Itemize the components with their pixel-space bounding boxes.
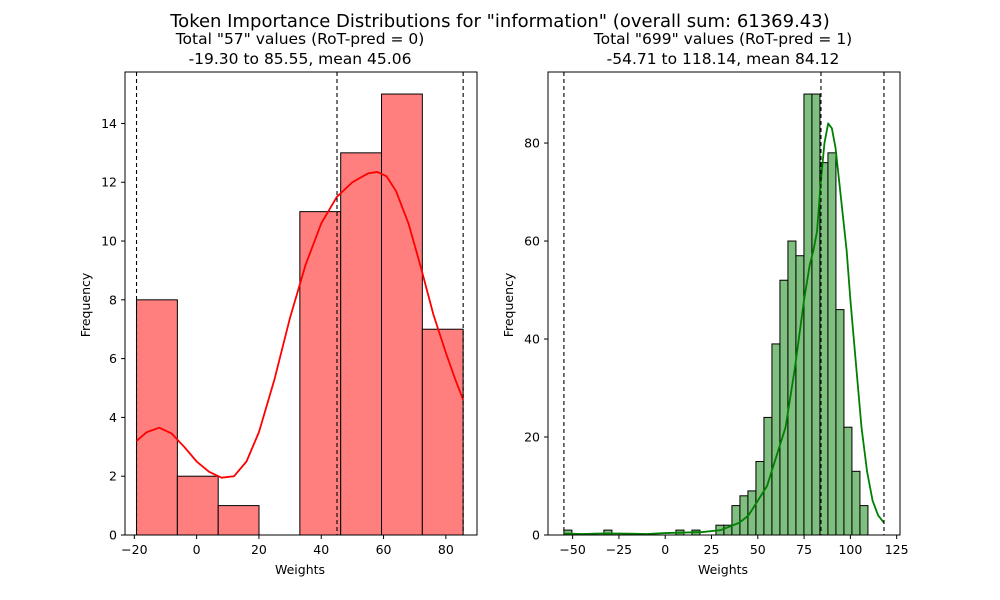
left-histogram-bar — [299, 211, 342, 536]
right-kde-line — [563, 122, 885, 535]
right-y-axis-label: Frequency — [501, 272, 516, 337]
right-x-tick-label: 125 — [885, 542, 909, 557]
left-histogram-panel: Total "57" values (RoT-pred = 0) -19.30 … — [78, 30, 478, 577]
left-y-tick-label: 14 — [101, 116, 117, 131]
right-histogram-bar — [795, 255, 805, 536]
right-histogram-bar — [827, 152, 837, 536]
left-x-tick-label: −20 — [121, 542, 147, 557]
left-y-tick-label: 10 — [101, 234, 117, 249]
right-histogram-bar — [851, 470, 861, 536]
right-histogram-bar — [731, 505, 741, 536]
right-y-tick-label: 80 — [524, 136, 540, 151]
left-chart-title-line1: Total "57" values (RoT-pred = 0) — [175, 30, 425, 48]
right-histogram-bar — [835, 309, 845, 536]
left-y-tick-label: 4 — [109, 410, 117, 425]
right-x-tick-label: −50 — [559, 542, 585, 557]
right-x-axis-label: Weights — [698, 562, 748, 577]
left-histogram-bar — [176, 475, 219, 536]
right-histogram-bar — [859, 505, 869, 536]
left-bars — [136, 93, 464, 536]
right-y-tick-label: 60 — [524, 234, 540, 249]
right-histogram-bar — [771, 343, 781, 536]
right-chart-title-line1: Total "699" values (RoT-pred = 1) — [593, 30, 852, 48]
right-histogram-bar — [803, 93, 813, 536]
left-histogram-bar — [340, 152, 383, 536]
left-x-tick-label: 80 — [438, 542, 454, 557]
right-histogram-bar — [739, 495, 749, 536]
left-x-tick-label: 20 — [251, 542, 267, 557]
left-x-axis-label: Weights — [275, 562, 325, 577]
right-y-tick-label: 20 — [524, 430, 540, 445]
left-y-tick-label: 12 — [101, 175, 117, 190]
right-chart-title-line2: -54.71 to 118.14, mean 84.12 — [607, 50, 840, 68]
left-histogram-bar — [136, 299, 178, 536]
left-chart-title-line2: -19.30 to 85.55, mean 45.06 — [189, 50, 412, 68]
left-x-tick-label: 40 — [313, 542, 329, 557]
right-histogram-bar — [779, 279, 789, 536]
right-y-tick-label: 40 — [524, 332, 540, 347]
left-histogram-bar — [217, 505, 260, 536]
left-y-tick-label: 0 — [109, 528, 117, 543]
right-histogram-bar — [811, 93, 821, 536]
left-y-tick-label: 8 — [109, 292, 117, 307]
left-y-tick-label: 6 — [109, 351, 117, 366]
right-y-tick-label: 0 — [532, 528, 540, 543]
left-x-tick-label: 60 — [376, 542, 392, 557]
right-x-tick-label: −25 — [606, 542, 632, 557]
right-x-tick-label: 75 — [796, 542, 812, 557]
right-x-tick-label: 25 — [704, 542, 720, 557]
right-histogram-panel: Total "699" values (RoT-pred = 1) -54.71… — [501, 30, 909, 577]
right-axes-frame — [547, 71, 901, 536]
right-histogram-bar — [843, 426, 853, 536]
left-y-tick-label: 2 — [109, 469, 117, 484]
figure-title: Token Importance Distributions for "info… — [169, 11, 830, 32]
right-x-tick-label: 50 — [750, 542, 766, 557]
left-x-tick-label: 0 — [193, 542, 201, 557]
left-kde-line — [135, 171, 464, 479]
right-x-tick-label: 0 — [661, 542, 669, 557]
right-x-tick-label: 100 — [838, 542, 862, 557]
left-histogram-bar — [421, 328, 464, 536]
left-y-axis-label: Frequency — [78, 272, 93, 337]
left-axes-frame — [124, 71, 478, 536]
left-histogram-bar — [381, 93, 423, 536]
